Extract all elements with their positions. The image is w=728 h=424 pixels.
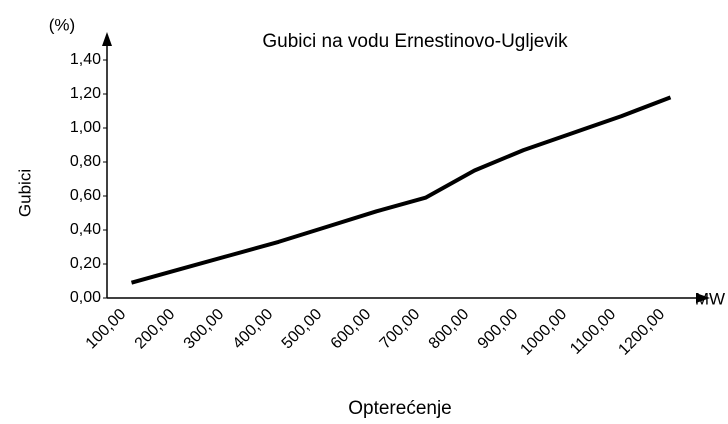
x-axis-label: Opterećenje [348,398,452,419]
y-tick-label: 0,00 [70,289,101,306]
x-tick-label: 500,00 [279,306,326,353]
x-unit: MW [695,289,725,308]
x-tick-label: 300,00 [181,306,228,353]
x-tick-label: 200,00 [132,306,179,353]
x-tick-label: 1000,00 [517,306,570,359]
y-tick-label: 1,00 [70,119,101,136]
y-tick-label: 0,20 [70,255,101,272]
x-tick-label: 800,00 [426,306,473,353]
x-tick-label: 1200,00 [615,306,668,359]
y-tick-label: 0,40 [70,221,101,238]
x-tick-label: 400,00 [230,306,277,353]
y-tick-label: 1,20 [70,85,101,102]
x-tick-label: 700,00 [377,306,424,353]
x-tick-label: 100,00 [83,306,130,353]
x-tick-label: 1100,00 [567,306,619,358]
y-tick-label: 0,80 [70,153,101,170]
line [130,95,672,285]
y-arrow [102,32,112,46]
y-unit: (%) [49,15,75,34]
x-arrow [696,293,710,303]
y-axis-label: Gubici [15,169,34,217]
x-tick-label: 600,00 [328,306,375,353]
chart-title: Gubici na vodu Ernestinovo-Ugljevik [262,31,568,52]
y-tick-label: 0,60 [70,187,101,204]
y-tick-label: 1,40 [70,51,101,68]
x-tick-label: 900,00 [475,306,522,353]
